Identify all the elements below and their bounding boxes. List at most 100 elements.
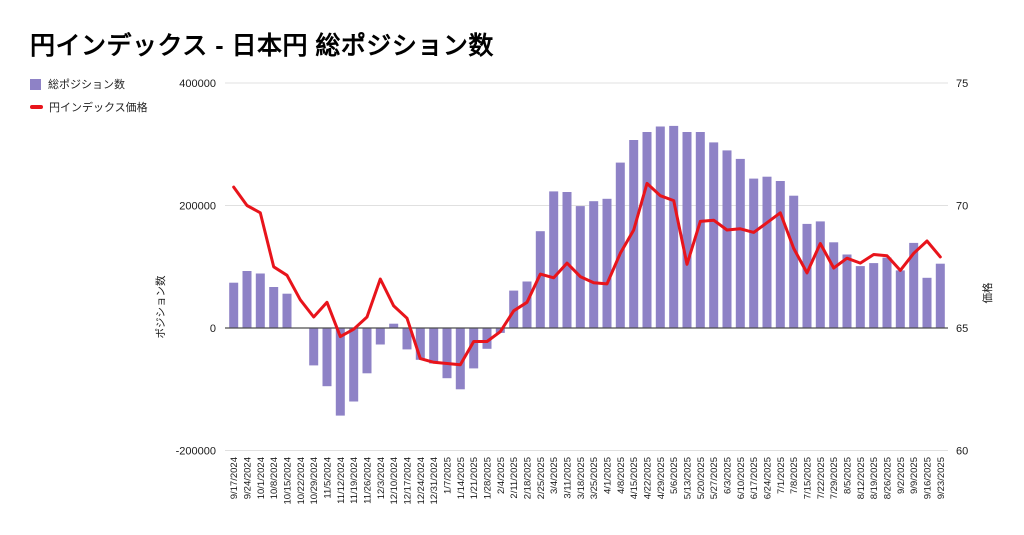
bar	[749, 178, 759, 328]
x-tick-label: 10/1/2024	[256, 457, 267, 499]
x-tick-label: 7/1/2025	[776, 457, 787, 494]
bar	[615, 162, 625, 328]
y-tick-label-left: -200000	[176, 446, 216, 458]
chart-title: 円インデックス - 日本円 総ポジション数	[30, 32, 494, 60]
x-tick-label: 6/3/2025	[723, 457, 734, 494]
bar	[642, 132, 652, 328]
x-tick-label: 1/14/2025	[456, 457, 467, 499]
legend-item-price: 円インデックス価格	[30, 100, 148, 114]
bar	[682, 132, 692, 328]
x-tick-label: 11/19/2024	[349, 457, 360, 504]
x-tick-label: 7/22/2025	[816, 457, 827, 499]
bar	[869, 263, 879, 328]
x-tick-label: 8/12/2025	[856, 457, 867, 499]
x-tick-label: 7/29/2025	[829, 457, 840, 499]
x-tick-label: 9/23/2025	[936, 457, 947, 499]
bar	[415, 328, 425, 360]
y-tick-label-left: 400000	[179, 78, 216, 90]
bar	[335, 328, 345, 416]
bars-series	[229, 125, 945, 416]
bar	[455, 328, 465, 390]
bar	[362, 328, 372, 374]
bar	[602, 198, 612, 328]
price-line	[232, 181, 942, 367]
bar	[815, 221, 825, 328]
x-tick-label: 5/6/2025	[669, 457, 680, 494]
bar	[909, 242, 919, 328]
legend-label-positions: 総ポジション数	[48, 79, 125, 91]
bar	[775, 181, 785, 328]
x-tick-label: 11/12/2024	[336, 457, 347, 504]
bar	[255, 273, 265, 328]
bar	[802, 223, 812, 328]
x-tick-label: 2/18/2025	[523, 457, 534, 499]
bar	[389, 323, 399, 328]
y-tick-label-right: 60	[956, 446, 968, 458]
bar	[882, 257, 892, 328]
x-tick-label: 1/28/2025	[483, 457, 494, 499]
bar	[309, 328, 319, 366]
x-tick-label: 3/18/2025	[576, 457, 587, 499]
x-tick-label: 10/29/2024	[309, 457, 320, 505]
x-tick-label: 12/24/2024	[416, 457, 427, 505]
bar	[469, 328, 479, 369]
bar	[842, 254, 852, 328]
bar	[922, 277, 932, 328]
bar	[322, 328, 332, 387]
x-tick-label: 4/22/2025	[643, 457, 654, 499]
bar	[562, 192, 572, 328]
bar	[789, 195, 799, 328]
chart-legend: 総ポジション数 円インデックス価格	[30, 77, 148, 123]
x-tick-label: 6/17/2025	[749, 457, 760, 499]
legend-item-positions: 総ポジション数	[30, 77, 148, 91]
bar	[229, 282, 239, 328]
x-tick-label: 12/17/2024	[403, 457, 414, 505]
x-tick-label: 11/5/2024	[323, 457, 334, 499]
x-tick-label: 5/13/2025	[683, 457, 694, 499]
bar	[935, 263, 945, 328]
bar	[762, 176, 772, 328]
y-tick-label-left: 200000	[179, 201, 216, 213]
x-tick-label: 4/15/2025	[629, 457, 640, 499]
x-tick-label: 2/11/2025	[509, 457, 520, 499]
x-tick-label: 6/24/2025	[763, 457, 774, 499]
x-tick-label: 5/27/2025	[709, 457, 720, 499]
x-tick-label: 10/22/2024	[296, 457, 307, 505]
bar	[575, 206, 585, 328]
bar	[895, 270, 905, 328]
bar	[282, 293, 292, 328]
axis-title-left: ポジション数	[154, 275, 167, 338]
x-tick-label: 11/26/2024	[363, 457, 374, 504]
x-tick-label: 8/5/2025	[843, 457, 854, 494]
bar	[695, 132, 705, 328]
x-tick-label: 10/15/2024	[283, 457, 294, 505]
x-tick-label: 8/19/2025	[869, 457, 880, 499]
bar	[735, 158, 745, 328]
bar	[549, 191, 559, 328]
bar	[242, 271, 252, 328]
x-tick-label: 1/7/2025	[443, 457, 454, 494]
bar	[589, 201, 599, 328]
x-tick-label: 9/16/2025	[923, 457, 934, 499]
y-tick-label-right: 70	[956, 201, 968, 213]
y-tick-label-right: 75	[956, 78, 968, 90]
x-tick-label: 2/4/2025	[496, 457, 507, 494]
bar-swatch-icon	[30, 78, 41, 90]
bar	[669, 125, 679, 329]
bar	[522, 281, 532, 328]
x-tick-label: 7/8/2025	[789, 457, 800, 494]
axis-title-right: 価格	[981, 282, 994, 303]
x-tick-label: 10/8/2024	[269, 457, 280, 499]
y-tick-label-right: 65	[956, 323, 968, 335]
x-tick-label: 3/11/2025	[563, 457, 574, 499]
bar	[269, 287, 279, 328]
x-tick-label: 4/29/2025	[656, 457, 667, 499]
bar	[629, 140, 639, 328]
x-tick-label: 12/3/2024	[376, 457, 387, 499]
x-tick-label: 5/20/2025	[696, 457, 707, 499]
x-tick-label: 12/10/2024	[389, 457, 400, 505]
x-tick-label: 12/31/2024	[429, 457, 440, 505]
x-tick-label: 9/17/2024	[229, 457, 240, 499]
x-tick-label: 9/9/2025	[909, 457, 920, 494]
x-tick-label: 3/4/2025	[549, 457, 560, 494]
